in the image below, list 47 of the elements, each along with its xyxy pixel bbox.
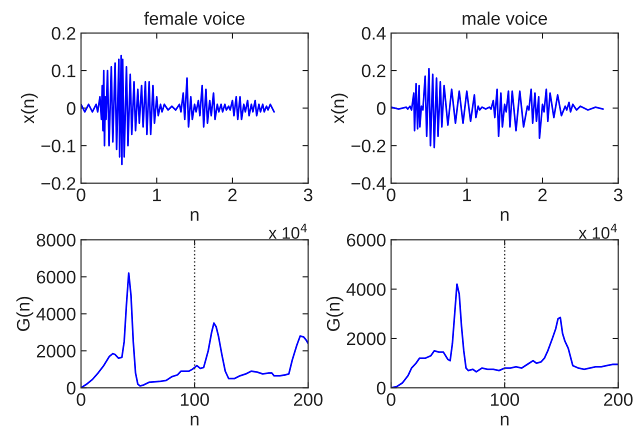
y-axis-title: x(n) <box>20 94 38 124</box>
x-tick-label: 0 <box>76 188 86 202</box>
y-tick-label: −0.1 <box>41 140 76 152</box>
y-tick-label: 0.4 <box>362 26 386 40</box>
chart-title: male voice <box>462 12 548 25</box>
y-tick-label: 6000 <box>36 270 76 284</box>
y-tick-label: −0.4 <box>351 177 386 190</box>
text: x 10$^{4}$ <box>268 224 307 239</box>
y-tick-label: 0.2 <box>52 26 76 40</box>
line-series <box>81 54 275 166</box>
chart-title: female voice <box>144 12 244 25</box>
x-tick-label: 2 <box>538 188 547 202</box>
x-tick-label: 1 <box>463 188 471 202</box>
x-tick-label: 0 <box>386 393 396 406</box>
y-tick-label: 2000 <box>36 344 76 358</box>
y-tick-label: 0 <box>376 382 386 395</box>
y-tick-label: 6000 <box>346 234 386 247</box>
x-axis-title: n <box>190 416 198 426</box>
y-axis-title: G(n) <box>16 296 34 331</box>
x-tick-label: 3 <box>614 188 622 202</box>
x-tick-label: 200 <box>604 393 633 406</box>
y-tick-label: 8000 <box>36 234 76 247</box>
x-tick-label: 1 <box>153 188 161 202</box>
text: x 10$^{4}$ <box>578 224 617 239</box>
x-tick-label: 200 <box>294 393 323 406</box>
y-tick-label: −0.2 <box>41 177 76 190</box>
x-tick-label: 0 <box>386 188 396 202</box>
y-axis-title: G(n) <box>326 296 344 331</box>
y-tick-label: 0 <box>376 102 386 115</box>
y-tick-label: 0 <box>66 382 76 395</box>
x-tick-label: 100 <box>490 393 520 406</box>
x-tick-label: 3 <box>304 188 312 202</box>
x-tick-label: 0 <box>76 393 86 406</box>
y-tick-label: 0.2 <box>362 64 386 78</box>
y-axis-title: x(n) <box>330 94 348 124</box>
line-series <box>391 68 604 148</box>
x-axis-title: n <box>190 211 198 221</box>
y-tick-label: 0.1 <box>52 64 76 78</box>
y-tick-label: 4000 <box>346 283 386 296</box>
y-tick-label: 2000 <box>346 332 386 346</box>
x-tick-label: 2 <box>228 188 237 202</box>
x-axis-title: n <box>500 211 509 221</box>
x-tick-label: 100 <box>180 393 209 406</box>
y-tick-label: 0 <box>66 102 76 115</box>
x-axis-title: n <box>500 416 509 426</box>
y-tick-label: −0.2 <box>351 140 386 152</box>
y-tick-label: 4000 <box>36 308 76 321</box>
